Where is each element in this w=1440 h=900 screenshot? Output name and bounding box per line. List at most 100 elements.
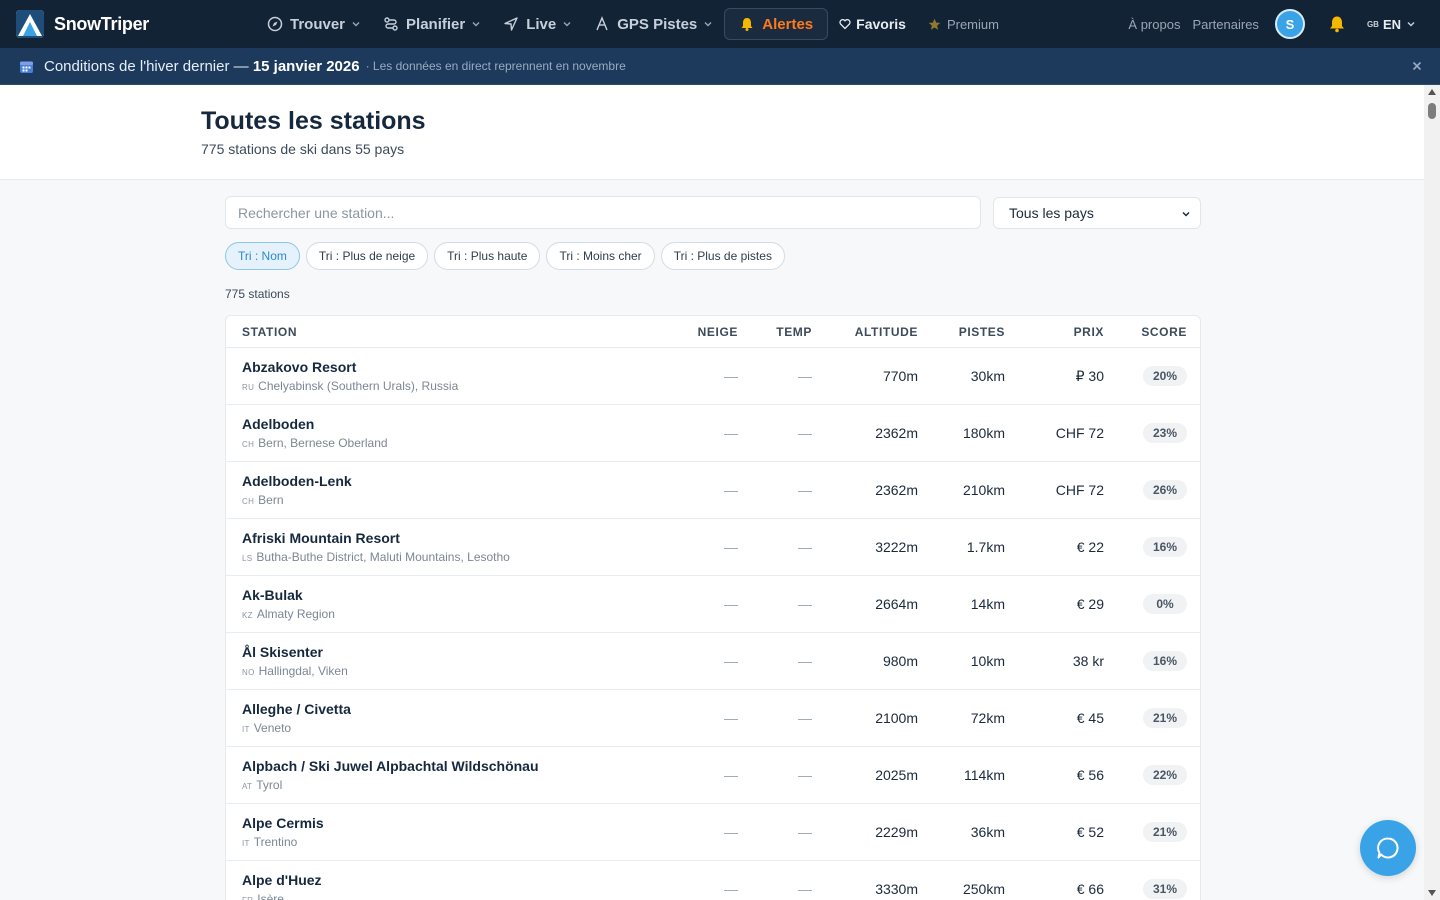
column-header-station[interactable]: STATION bbox=[242, 325, 298, 339]
table-row[interactable]: Alleghe / Civetta IT Veneto — — 2100m 72k… bbox=[226, 690, 1200, 747]
nav-item-label: Planifier bbox=[406, 15, 466, 33]
altitude-value: 2362m bbox=[875, 482, 918, 498]
language-selector[interactable]: GB EN bbox=[1367, 17, 1416, 32]
altitude-value: 3222m bbox=[875, 539, 918, 555]
altitude-value: 770m bbox=[882, 368, 918, 384]
station-name[interactable]: Afriski Mountain Resort bbox=[242, 530, 400, 546]
sort-chips: Tri : Nom Tri : Plus de neige Tri : Plus… bbox=[225, 242, 791, 270]
score-badge: 21% bbox=[1143, 822, 1187, 842]
compass-icon bbox=[267, 16, 283, 32]
bell-icon bbox=[739, 16, 755, 32]
snow-value: — bbox=[724, 482, 738, 498]
sort-chip-plus-de-neige[interactable]: Tri : Plus de neige bbox=[305, 242, 429, 270]
station-name[interactable]: Alleghe / Civetta bbox=[242, 701, 351, 717]
column-header-prix[interactable]: PRIX bbox=[1073, 325, 1104, 339]
scroll-down-arrow-icon[interactable] bbox=[1428, 890, 1436, 896]
column-header-score[interactable]: SCORE bbox=[1141, 325, 1187, 339]
column-header-pistes[interactable]: PISTES bbox=[958, 325, 1005, 339]
mountain-logo-icon bbox=[16, 10, 44, 38]
country-code: NO bbox=[242, 668, 255, 677]
nav-item-favoris[interactable]: Favoris bbox=[828, 8, 917, 40]
nav-item-trouver[interactable]: Trouver bbox=[256, 8, 372, 40]
station-location: IT Veneto bbox=[242, 721, 291, 735]
table-row[interactable]: Adelboden-Lenk CH Bern — — 2362m 210km CH… bbox=[226, 462, 1200, 519]
temp-value: — bbox=[798, 881, 812, 897]
location-text: Almaty Region bbox=[256, 607, 335, 621]
scroll-thumb[interactable] bbox=[1428, 103, 1436, 119]
premium-label: Premium bbox=[946, 16, 999, 32]
table-row[interactable]: Ål Skisenter NO Hallingdal, Viken — — 980… bbox=[226, 633, 1200, 690]
sort-chip-plus-de-pistes[interactable]: Tri : Plus de pistes bbox=[660, 242, 785, 270]
calendar-icon bbox=[19, 59, 34, 74]
nav-item-premium[interactable]: Premium bbox=[917, 8, 1010, 40]
table-row[interactable]: Alpbach / Ski Juwel Alpbachtal Wildschön… bbox=[226, 747, 1200, 804]
partners-link[interactable]: Partenaires bbox=[1192, 16, 1259, 32]
station-name[interactable]: Alpe Cermis bbox=[242, 815, 324, 831]
station-name[interactable]: Alpbach / Ski Juwel Alpbachtal Wildschön… bbox=[242, 758, 539, 774]
altitude-value: 2025m bbox=[875, 767, 918, 783]
score-badge: 26% bbox=[1143, 480, 1187, 500]
notifications-bell-icon[interactable] bbox=[1327, 14, 1347, 34]
station-name[interactable]: Alpe d'Huez bbox=[242, 872, 322, 888]
country-code: KZ bbox=[242, 611, 253, 620]
table-row[interactable]: Alpe d'Huez FR Isère — — 3330m 250km € 66… bbox=[226, 861, 1200, 900]
table-row[interactable]: Adelboden CH Bern, Bernese Oberland — — 2… bbox=[226, 405, 1200, 462]
page-scrollbar[interactable] bbox=[1424, 85, 1440, 900]
station-name[interactable]: Adelboden bbox=[242, 416, 315, 432]
snow-value: — bbox=[724, 653, 738, 669]
score-badge: 21% bbox=[1143, 708, 1187, 728]
station-name[interactable]: Ak-Bulak bbox=[242, 587, 303, 603]
brand[interactable]: SnowTriper bbox=[16, 10, 256, 38]
sort-chip-nom[interactable]: Tri : Nom bbox=[225, 242, 300, 270]
page-title: Toutes les stations bbox=[201, 107, 426, 135]
location-text: Tyrol bbox=[256, 778, 283, 792]
altitude-value: 980m bbox=[882, 653, 918, 669]
station-name[interactable]: Ål Skisenter bbox=[242, 644, 323, 660]
avatar[interactable]: S bbox=[1274, 9, 1305, 39]
table-row[interactable]: Alpe Cermis IT Trentino — — 2229m 36km € … bbox=[226, 804, 1200, 861]
nav-item-gps-pistes[interactable]: GPS Pistes bbox=[583, 8, 724, 40]
temp-value: — bbox=[798, 653, 812, 669]
scroll-up-arrow-icon[interactable] bbox=[1428, 89, 1436, 95]
country-select[interactable]: Tous les pays bbox=[993, 197, 1201, 229]
search-input[interactable] bbox=[225, 196, 981, 229]
score-badge: 16% bbox=[1143, 651, 1187, 671]
temp-value: — bbox=[798, 368, 812, 384]
country-code: CH bbox=[242, 497, 255, 506]
price-value: € 66 bbox=[1076, 881, 1104, 897]
station-name[interactable]: Adelboden-Lenk bbox=[242, 473, 352, 489]
banner-subtitle: · Les données en direct reprennent en no… bbox=[365, 59, 626, 73]
pistes-value: 180km bbox=[962, 425, 1005, 441]
station-location: CH Bern, Bernese Oberland bbox=[242, 436, 388, 450]
nav-right: À propos Partenaires S GB EN bbox=[1128, 0, 1440, 48]
station-location: CH Bern bbox=[242, 493, 284, 507]
column-header-altitude[interactable]: ALTITUDE bbox=[854, 325, 918, 339]
chevron-down-icon bbox=[1406, 19, 1416, 29]
banner-title: Conditions de l'hiver dernier — 15 janvi… bbox=[44, 58, 360, 75]
about-link[interactable]: À propos bbox=[1128, 16, 1181, 32]
table-row[interactable]: Ak-Bulak KZ Almaty Region — — 2664m 14km … bbox=[226, 576, 1200, 633]
language-country-code: GB bbox=[1366, 19, 1379, 29]
sort-chip-moins-cher[interactable]: Tri : Moins cher bbox=[546, 242, 655, 270]
column-header-temp[interactable]: TEMP bbox=[776, 325, 812, 339]
chevron-down-icon bbox=[1181, 209, 1191, 219]
chat-button[interactable] bbox=[1360, 820, 1416, 876]
temp-value: — bbox=[798, 767, 812, 783]
sort-chip-plus-haute[interactable]: Tri : Plus haute bbox=[434, 242, 541, 270]
altitude-value: 2664m bbox=[875, 596, 918, 612]
table-row[interactable]: Afriski Mountain Resort LS Butha-Buthe Di… bbox=[226, 519, 1200, 576]
temp-value: — bbox=[798, 539, 812, 555]
nav-item-live[interactable]: Live bbox=[492, 8, 583, 40]
price-value: € 45 bbox=[1076, 710, 1104, 726]
column-header-neige[interactable]: NEIGE bbox=[697, 325, 738, 339]
station-location: NO Hallingdal, Viken bbox=[242, 664, 348, 678]
alerts-button[interactable]: Alertes bbox=[724, 8, 829, 40]
chevron-down-icon bbox=[471, 19, 481, 29]
close-icon[interactable] bbox=[1410, 59, 1424, 73]
banner-title-prefix: Conditions de l'hiver dernier — bbox=[44, 57, 253, 75]
station-name[interactable]: Abzakovo Resort bbox=[242, 359, 357, 375]
score-badge: 20% bbox=[1143, 366, 1187, 386]
nav-item-planifier[interactable]: Planifier bbox=[372, 8, 492, 40]
table-header: STATION NEIGE TEMP ALTITUDE PISTES PRIX … bbox=[226, 316, 1200, 348]
table-row[interactable]: Abzakovo Resort RU Chelyabinsk (Southern … bbox=[226, 348, 1200, 405]
